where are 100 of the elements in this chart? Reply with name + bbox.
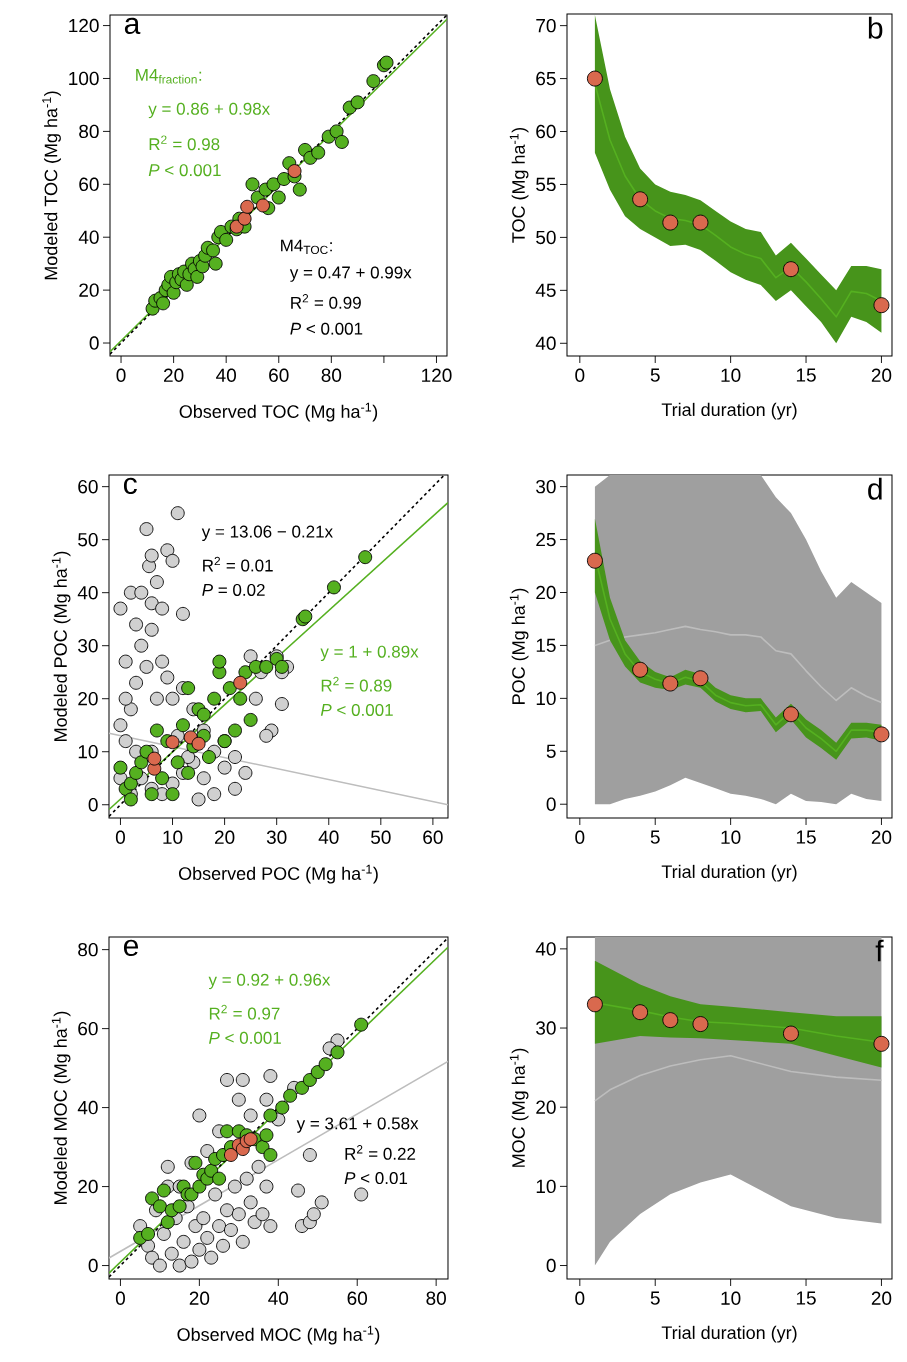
- x-axis-title: Observed TOC (Mg ha$^{-1}$): [179, 402, 378, 422]
- x-tick-label: 40: [318, 830, 339, 844]
- x-tick-label: 10: [721, 1291, 741, 1305]
- annotation: R$^{2}$ = 0.97: [209, 1004, 280, 1020]
- y-tick-label: 120: [69, 18, 99, 33]
- annotation: P < 0.01: [344, 1172, 408, 1185]
- annotation: P < 0.001: [320, 703, 393, 716]
- chart-title: a: [124, 17, 141, 35]
- x-tick-label: 5: [650, 830, 660, 844]
- y-tick-label: 70: [536, 18, 556, 33]
- chart-title: e: [123, 939, 139, 957]
- annotation: y = 3.61 + 0.58x: [296, 1117, 419, 1133]
- y-tick-label: 0: [546, 797, 556, 811]
- y-tick-label: 40: [77, 1100, 98, 1115]
- y-tick-label: 5: [546, 744, 556, 758]
- x-tick-label: 5: [650, 1291, 660, 1305]
- x-tick-label: 50: [371, 830, 391, 844]
- annotation: M4$_{TOC}$:: [281, 239, 332, 255]
- x-axis-title: Trial duration (yr): [661, 402, 797, 420]
- x-tick-label: 20: [189, 1291, 210, 1305]
- y-tick-label: 10: [536, 691, 556, 706]
- x-tick-label: 20: [164, 368, 184, 382]
- x-tick-label: 80: [321, 368, 342, 382]
- y-tick-label: 100: [69, 71, 99, 86]
- x-tick-label: 0: [575, 830, 585, 844]
- y-axis-title: TOC (Mg ha$^{-1}$): [509, 127, 529, 243]
- x-tick-label: 30: [266, 830, 287, 844]
- x-axis-title: Observed MOC (Mg ha$^{-1}$): [177, 1325, 380, 1345]
- x-tick-label: 40: [216, 368, 236, 382]
- y-tick-label: 20: [78, 1179, 98, 1194]
- annotation: y = 0.86 + 0.98x: [148, 102, 270, 119]
- y-tick-label: 15: [536, 638, 556, 653]
- x-tick-label: 60: [423, 830, 443, 844]
- y-tick-label: 10: [78, 744, 98, 759]
- y-tick-label: 0: [546, 1258, 556, 1273]
- y-tick-label: 60: [78, 1021, 98, 1036]
- y-tick-label: 60: [536, 124, 556, 139]
- y-tick-label: 20: [78, 691, 98, 706]
- y-tick-label: 0: [89, 336, 99, 350]
- y-tick-label: 65: [536, 71, 556, 86]
- y-tick-label: 55: [536, 177, 556, 192]
- annotation: y = 1 + 0.89x: [320, 645, 419, 662]
- y-tick-label: 40: [535, 942, 556, 956]
- x-axis-title: Trial duration (yr): [661, 864, 797, 882]
- x-tick-label: 0: [575, 1291, 585, 1305]
- annotation: R$^{2}$ = 0.98: [149, 135, 220, 151]
- y-tick-label: 50: [536, 230, 556, 245]
- y-axis-title: Modeled POC (Mg ha$^{-1}$): [51, 551, 71, 741]
- x-tick-label: 40: [268, 1291, 289, 1305]
- annotation: M4$_{fraction}$:: [136, 69, 202, 84]
- y-tick-label: 60: [78, 479, 98, 494]
- x-tick-label: 60: [269, 368, 289, 382]
- y-tick-label: 20: [536, 585, 556, 600]
- annotation: R$^{2}$ = 0.01: [203, 556, 273, 572]
- x-tick-label: 5: [650, 368, 660, 382]
- y-tick-label: 20: [536, 1100, 556, 1114]
- annotation: y = 0.92 + 0.96x: [208, 973, 331, 990]
- y-tick-label: 30: [78, 638, 98, 653]
- y-axis-title: Modeled TOC (Mg ha$^{-1}$): [42, 91, 61, 280]
- x-axis-title: Trial duration (yr): [661, 1325, 797, 1343]
- x-tick-label: 15: [796, 1291, 816, 1305]
- annotation: R$^{2}$ = 0.99: [291, 294, 361, 309]
- y-tick-label: 30: [536, 479, 556, 494]
- y-tick-label: 80: [78, 942, 98, 957]
- y-tick-label: 25: [536, 532, 556, 547]
- x-tick-label: 20: [871, 1291, 892, 1305]
- x-tick-label: 15: [796, 830, 816, 844]
- annotation: y = 13.06 − 0.21x: [201, 525, 333, 541]
- x-tick-label: 15: [796, 368, 816, 382]
- x-tick-label: 120: [422, 368, 452, 382]
- x-tick-label: 0: [575, 368, 585, 382]
- annotation: R$^{2}$ = 0.89: [321, 676, 392, 692]
- y-tick-label: 40: [535, 336, 556, 351]
- annotation: P < 0.001: [148, 164, 221, 177]
- y-tick-label: 40: [78, 230, 99, 244]
- annotation: R$^{2}$ = 0.22: [345, 1145, 416, 1160]
- annotation: P < 0.001: [290, 322, 363, 335]
- x-axis-title: Observed POC (Mg ha$^{-1}$): [178, 864, 378, 884]
- chart-title: c: [123, 477, 137, 495]
- x-tick-label: 20: [871, 368, 892, 382]
- x-tick-label: 0: [116, 368, 126, 382]
- x-tick-label: 60: [347, 1291, 368, 1305]
- x-tick-label: 20: [871, 830, 892, 844]
- annotation: P = 0.02: [202, 583, 265, 596]
- y-tick-label: 30: [536, 1021, 556, 1035]
- x-tick-label: 10: [721, 830, 741, 844]
- y-axis-title: MOC (Mg ha$^{-1}$): [509, 1048, 529, 1167]
- chart-title: b: [868, 16, 883, 39]
- x-tick-label: 10: [163, 830, 183, 844]
- y-axis-title: POC (Mg ha$^{-1}$): [509, 588, 529, 704]
- y-tick-label: 10: [536, 1179, 556, 1194]
- y-axis-title: Modeled MOC (Mg ha$^{-1}$): [51, 1011, 71, 1204]
- y-tick-label: 60: [79, 177, 99, 192]
- x-tick-label: 0: [115, 1291, 125, 1305]
- y-tick-label: 45: [535, 283, 556, 297]
- y-tick-label: 80: [79, 124, 99, 139]
- annotation: P < 0.001: [209, 1031, 281, 1044]
- chart-title: d: [868, 477, 882, 500]
- x-tick-label: 20: [214, 830, 235, 844]
- y-tick-label: 20: [79, 283, 99, 297]
